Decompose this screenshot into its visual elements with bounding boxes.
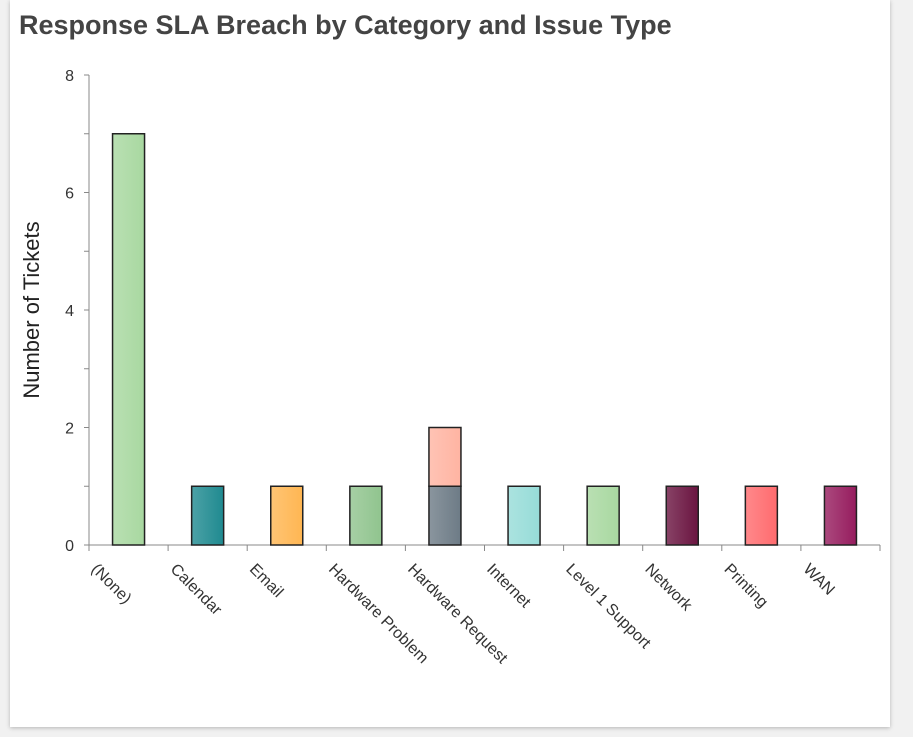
x-tick-label: WAN bbox=[800, 561, 838, 599]
x-tick-label: (None) bbox=[88, 561, 135, 608]
bar-hardware-request-series-2 bbox=[428, 426, 462, 487]
x-tick-label: Network bbox=[641, 561, 695, 615]
y-tick-label: 6 bbox=[65, 186, 74, 203]
chart-card: Response SLA Breach by Category and Issu… bbox=[10, 0, 890, 727]
bar-level-1-support-series-1 bbox=[586, 485, 620, 546]
x-tick-label: Printing bbox=[721, 561, 771, 611]
bar-none-series-1 bbox=[111, 133, 146, 546]
x-tick-label: Internet bbox=[483, 561, 534, 612]
x-tick-label: Level 1 Support bbox=[562, 561, 654, 653]
bar-hardware-problem-series-1 bbox=[349, 485, 383, 546]
chart-title: Response SLA Breach by Category and Issu… bbox=[19, 10, 672, 40]
bar-wan-series-1 bbox=[823, 485, 858, 546]
bar-email-series-1 bbox=[270, 485, 304, 546]
y-tick-label: 8 bbox=[65, 68, 74, 85]
bar-network-series-1 bbox=[665, 485, 699, 546]
bar-printing-series-1 bbox=[744, 485, 779, 546]
x-tick-label: Email bbox=[246, 561, 286, 601]
y-tick-label: 4 bbox=[65, 303, 74, 320]
x-tick-label: Calendar bbox=[167, 561, 225, 619]
y-tick-label: 0 bbox=[65, 538, 74, 555]
bar-calendar-series-1 bbox=[190, 485, 225, 546]
bar-internet-series-1 bbox=[507, 485, 541, 546]
y-axis-title: Number of Tickets bbox=[19, 221, 44, 398]
bar-hardware-request-series-1 bbox=[428, 485, 462, 546]
y-tick-label: 2 bbox=[65, 421, 74, 438]
